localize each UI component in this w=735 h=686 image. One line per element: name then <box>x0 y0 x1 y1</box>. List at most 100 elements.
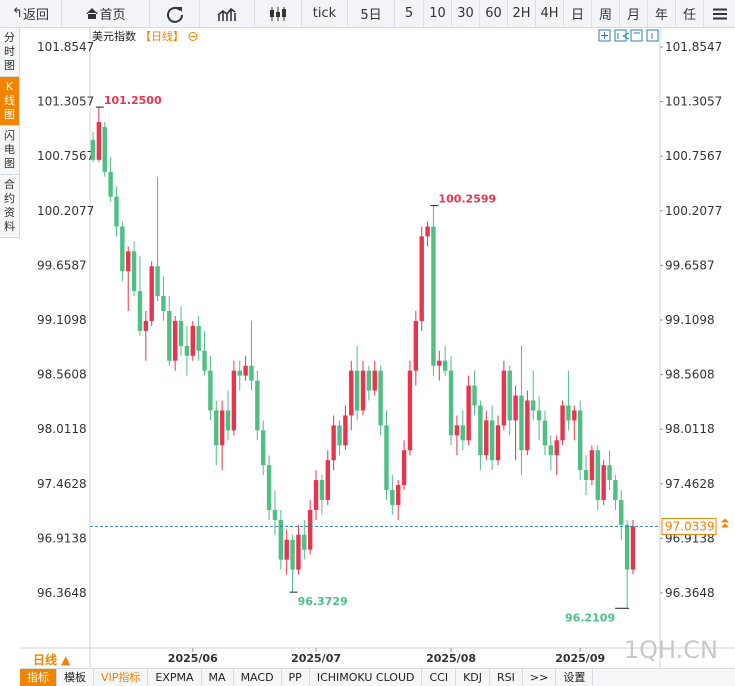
candle-body <box>290 539 295 570</box>
candle-body <box>172 320 178 361</box>
sidebar-tab[interactable]: K线图 <box>0 77 19 126</box>
period-button[interactable]: 30 <box>452 0 480 27</box>
collapse-icon[interactable] <box>188 32 198 41</box>
candle-body <box>319 480 325 500</box>
refresh-button[interactable] <box>150 0 200 27</box>
candle-body <box>601 465 606 500</box>
candle-body <box>126 251 131 272</box>
candle-icon <box>270 6 286 21</box>
candle-body <box>208 370 213 411</box>
indicator-tab[interactable]: ICHIMOKU CLOUD <box>310 669 423 686</box>
candle-body <box>448 370 454 436</box>
candle-body <box>349 370 354 416</box>
indicator-tab[interactable]: RSI <box>490 669 523 686</box>
refresh-icon <box>166 6 183 23</box>
candle-body <box>513 395 518 421</box>
chart-tools[interactable] <box>598 29 659 42</box>
candle-body <box>566 405 571 421</box>
candle-body <box>442 360 448 371</box>
candle-body <box>630 526 636 570</box>
candle-body <box>237 370 242 376</box>
candle-body <box>96 122 102 160</box>
period-button[interactable]: 任 <box>676 0 704 27</box>
period-button[interactable]: 2H <box>508 0 536 27</box>
chart-type-button[interactable] <box>200 0 255 27</box>
y-tick-label-right: 99.6587 <box>665 258 715 272</box>
candle-body <box>484 420 489 456</box>
y-tick-label-right: 100.7567 <box>665 149 722 163</box>
x-tick-label: 2025/09 <box>555 652 605 665</box>
indicator-tabs: 指标 模板 VIP指标 EXPMA MA MACD PP ICHIMOKU CLOUD CCI K… <box>20 668 735 686</box>
home-button[interactable]: 首页 <box>62 0 150 27</box>
candle-body <box>595 450 600 500</box>
indicator-tab[interactable]: KDJ <box>456 669 491 686</box>
y-tick-label: 98.0118 <box>37 422 87 436</box>
annotation-label: 101.2500 <box>104 94 162 107</box>
period-list: tick 5日 5 10 30 60 2H 4H 日周月年任 <box>302 0 704 27</box>
candle-body <box>460 425 465 441</box>
back-button[interactable]: ↰ 返回 <box>0 0 62 27</box>
period-button[interactable]: 月 <box>620 0 648 27</box>
indicator-tab[interactable]: MACD <box>234 669 282 686</box>
period-button[interactable]: 5日 <box>348 0 395 27</box>
candle-body <box>501 370 507 426</box>
y-tick-label: 96.3648 <box>37 586 87 600</box>
candle-body <box>472 385 477 406</box>
candle-body <box>284 539 289 560</box>
indicator-tab[interactable]: 模板 <box>57 669 94 686</box>
period-button[interactable]: tick <box>302 0 348 27</box>
candle-body <box>478 405 483 456</box>
candle-body <box>489 420 495 461</box>
candle-body <box>454 425 460 436</box>
period-button[interactable]: 60 <box>480 0 508 27</box>
period-button[interactable]: 日 <box>564 0 592 27</box>
price-box <box>661 517 717 535</box>
candle-body <box>525 400 530 451</box>
candle-body <box>390 490 395 505</box>
sidebar-tab[interactable]: 合约资料 <box>0 175 19 238</box>
period-button[interactable]: 日线 ▲ <box>33 652 71 667</box>
back-label: 返回 <box>22 8 49 23</box>
price-label: 97.0339 <box>665 519 715 533</box>
indicator-tab[interactable]: VIP指标 <box>94 669 149 686</box>
candle-body <box>313 480 319 510</box>
candle-body <box>619 499 624 525</box>
period-button[interactable]: 周 <box>592 0 620 27</box>
y-tick-label-right: 101.8547 <box>665 40 722 54</box>
candle-body <box>577 410 583 471</box>
indicator-tab[interactable]: 设置 <box>556 669 594 686</box>
indicator-tab[interactable]: 指标 <box>20 669 57 686</box>
home-icon <box>86 8 99 19</box>
indicator-tab[interactable]: MA <box>202 669 234 686</box>
candle-body <box>196 325 201 351</box>
period-button[interactable]: 4H <box>536 0 564 27</box>
indicator-tab[interactable]: PP <box>282 669 310 686</box>
price-arrow <box>721 518 729 528</box>
y-tick-label: 98.5608 <box>37 368 87 382</box>
candle-body <box>102 127 107 172</box>
indicator-tab[interactable]: EXPMA <box>148 669 202 686</box>
indicator-tab[interactable]: CCI <box>422 669 457 686</box>
sidebar-tab[interactable]: 分时图 <box>0 28 19 77</box>
y-tick-label: 96.9138 <box>37 531 87 545</box>
candle-button[interactable] <box>255 0 302 27</box>
period-button[interactable]: 5 <box>395 0 424 27</box>
menu-button[interactable] <box>704 0 735 27</box>
candle-body <box>231 370 237 431</box>
period-button[interactable]: 10 <box>424 0 452 27</box>
candle-body <box>219 410 225 446</box>
candle-body <box>366 370 372 391</box>
candle-body <box>531 400 536 411</box>
candle-body <box>583 470 589 481</box>
candle-body <box>278 519 284 560</box>
candle-body <box>624 524 630 570</box>
sidebar: 分时图 K线图 闪电图 合约资料 <box>0 28 20 238</box>
sidebar-tab[interactable]: 闪电图 <box>0 126 19 175</box>
candle-body <box>325 460 330 500</box>
y-tick-label: 101.3057 <box>37 95 94 109</box>
candle-body <box>548 445 554 456</box>
period-button[interactable]: 年 <box>648 0 676 27</box>
candle-body <box>519 395 524 451</box>
indicator-tab[interactable]: >> <box>523 669 557 686</box>
